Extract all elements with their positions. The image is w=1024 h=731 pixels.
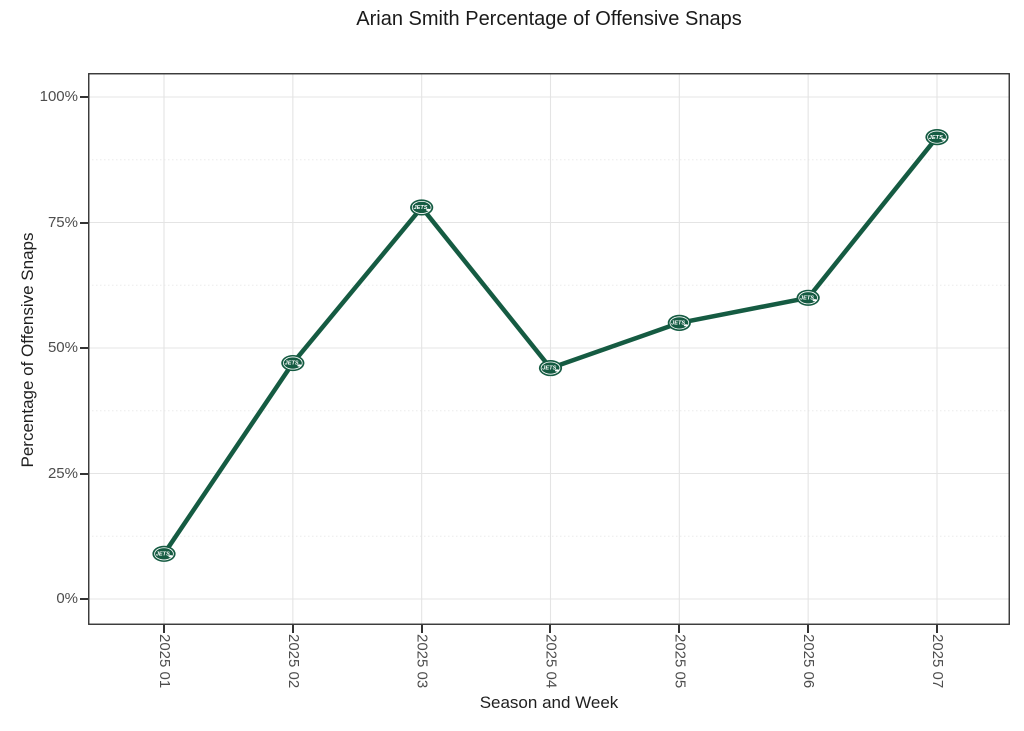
x-tick-label: 2025 07 [928, 634, 946, 689]
jets-logo-marker: JETS [281, 354, 305, 372]
jets-oval-ring [154, 547, 174, 561]
jets-oval [538, 359, 563, 377]
jets-text: JETS [671, 321, 685, 327]
jets-oval [796, 289, 820, 306]
jets-oval-ring [927, 130, 947, 144]
x-tick-mark [678, 625, 681, 633]
y-tick-mark [80, 347, 88, 349]
x-tick-label: 2025 01 [156, 634, 173, 689]
y-tick-mark [80, 472, 88, 475]
jets-logo-marker: JETS [538, 359, 563, 377]
jets-logo-marker: JETS [796, 289, 820, 306]
y-tick-label: 25% [47, 464, 78, 482]
jets-text: JETS [156, 551, 170, 557]
jets-oval-ring [669, 316, 690, 330]
jets-logo-marker: JETS [410, 199, 434, 216]
panel-border [88, 73, 1010, 625]
jets-football [812, 299, 817, 302]
jets-oval-ring [283, 356, 303, 370]
jets-text: JETS [542, 366, 556, 372]
jets-oval-ring [798, 291, 818, 305]
jets-oval-ring [411, 200, 432, 214]
x-tick-label: 2025 02 [284, 634, 302, 689]
jets-text: JETS [413, 205, 427, 211]
plot-panel: JETS JETS JETS JETS JETS JETS JETS [88, 73, 1010, 625]
jets-text: JETS [929, 135, 943, 141]
x-tick-label: 2025 04 [542, 634, 560, 689]
jets-football [297, 364, 302, 367]
jets-football [941, 138, 946, 141]
jets-oval [925, 129, 949, 146]
x-tick-mark [291, 625, 294, 633]
jets-football [683, 324, 689, 327]
x-tick-label: 2025 05 [671, 634, 689, 689]
jets-oval [410, 199, 434, 216]
x-tick-mark [163, 625, 165, 633]
jets-oval [152, 545, 176, 562]
y-tick-label: 50% [47, 339, 78, 356]
x-tick-mark [549, 625, 552, 633]
plot-panel-svg: JETS JETS JETS JETS JETS JETS JETS [88, 73, 1010, 625]
y-tick-mark [80, 221, 88, 224]
jets-oval-ring [540, 361, 561, 375]
jets-football [426, 208, 431, 211]
jets-logo-marker: JETS [667, 314, 691, 331]
jets-text: JETS [800, 295, 814, 301]
y-tick-label: 100% [39, 88, 78, 105]
jets-logo-marker: JETS [925, 129, 949, 146]
jets-football [554, 369, 560, 372]
y-tick-label: 0% [56, 590, 78, 607]
x-tick-mark [420, 625, 423, 633]
y-tick-label: 75% [47, 213, 78, 231]
jets-text: JETS [285, 361, 299, 367]
x-tick-mark [935, 625, 938, 633]
x-axis-title: Season and Week [479, 693, 619, 712]
jets-football [168, 555, 173, 558]
y-tick-mark [80, 96, 88, 98]
x-tick-label: 2025 03 [413, 634, 431, 689]
jets-oval [281, 354, 305, 372]
x-tick-label: 2025 06 [800, 634, 818, 689]
x-tick-mark [807, 625, 810, 633]
y-tick-mark [80, 598, 88, 600]
chart-title: Arian Smith Percentage of Offensive Snap… [356, 8, 742, 30]
jets-logo-marker: JETS [152, 545, 176, 562]
jets-oval [667, 314, 691, 331]
